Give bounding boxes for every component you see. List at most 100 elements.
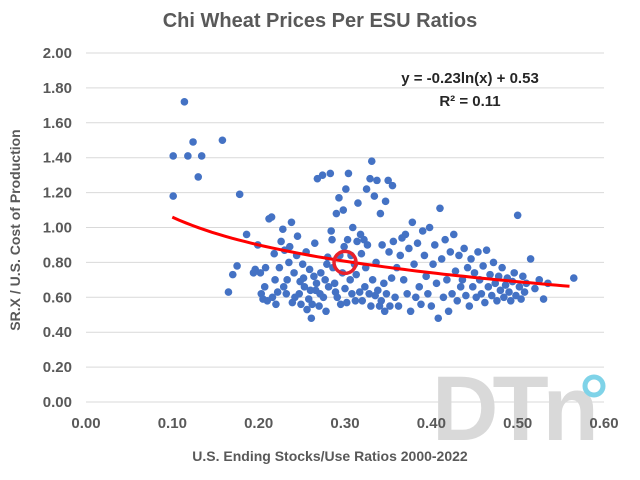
data-point (484, 283, 493, 291)
data-point (270, 249, 279, 258)
data-point (327, 227, 335, 235)
chart-title: Chi Wheat Prices Per ESU Ratios (163, 10, 478, 32)
data-point (405, 244, 413, 253)
y-tick-label: 0.00 (43, 394, 72, 411)
data-point (470, 269, 479, 277)
data-point (333, 293, 342, 302)
data-point (342, 298, 351, 307)
data-point (432, 279, 441, 288)
x-tick-label: 0.20 (244, 415, 273, 432)
data-point (491, 279, 500, 288)
data-point (362, 185, 371, 193)
r-squared-label: R² = 0.11 (439, 93, 500, 110)
data-point (422, 272, 430, 281)
data-point (365, 290, 373, 298)
data-point (468, 283, 477, 291)
data-point (424, 290, 432, 298)
data-point (411, 293, 420, 302)
data-point (267, 213, 276, 221)
data-point (482, 246, 491, 254)
data-point (351, 296, 360, 305)
data-point (501, 281, 510, 289)
data-point (315, 302, 323, 310)
data-point (449, 230, 458, 239)
data-point (279, 283, 288, 291)
data-point (489, 258, 498, 267)
data-point (505, 288, 513, 296)
data-point (455, 251, 463, 260)
data-point (328, 235, 336, 244)
data-point (303, 305, 311, 314)
data-point (500, 293, 508, 302)
data-point (465, 302, 474, 310)
data-point (358, 296, 367, 305)
data-point (361, 283, 369, 291)
data-point (342, 185, 350, 193)
data-point (477, 290, 486, 298)
data-point (430, 241, 439, 249)
data-point (462, 291, 470, 300)
trend-equation: y = -0.23ln(x) + 0.53 (401, 70, 539, 87)
data-point (348, 223, 357, 232)
data-point (295, 290, 304, 298)
data-point (446, 248, 455, 256)
data-point (352, 270, 361, 279)
data-point (506, 296, 515, 305)
data-point (510, 269, 519, 277)
data-point (169, 192, 177, 200)
data-point (479, 262, 487, 270)
data-point (310, 239, 319, 248)
y-tick-label: 1.00 (43, 220, 72, 237)
data-point (463, 263, 472, 272)
data-point (439, 293, 448, 302)
data-point (408, 218, 417, 227)
data-point (517, 295, 525, 303)
data-point (256, 269, 265, 277)
data-point (363, 241, 372, 249)
data-point (539, 295, 548, 303)
data-point (531, 284, 539, 293)
data-point (275, 263, 284, 272)
data-point (323, 260, 331, 268)
data-point (436, 204, 444, 213)
data-point (299, 274, 308, 282)
data-point (341, 284, 349, 293)
data-point (310, 272, 318, 281)
data-point (260, 283, 269, 291)
y-tick-label: 0.20 (43, 359, 72, 376)
data-point (271, 276, 279, 284)
data-point (348, 290, 356, 298)
data-point (456, 283, 465, 291)
y-tick-label: 1.40 (43, 150, 72, 167)
data-point (387, 274, 396, 282)
data-point (391, 293, 399, 302)
data-point (381, 197, 390, 206)
data-point (319, 293, 328, 302)
data-point (224, 288, 233, 296)
data-point (417, 300, 425, 309)
x-tick-label: 0.00 (71, 415, 100, 432)
data-point (388, 181, 397, 190)
data-point (406, 307, 415, 316)
data-point (357, 249, 366, 258)
x-tick-label: 0.40 (417, 415, 446, 432)
data-point (235, 190, 244, 199)
data-point (519, 272, 527, 281)
data-point (339, 206, 348, 214)
data-point (272, 300, 280, 309)
data-point (448, 290, 456, 298)
data-point (346, 276, 354, 284)
trendline (171, 215, 570, 288)
data-point (370, 192, 379, 200)
data-point (324, 283, 333, 291)
gridlines (86, 52, 604, 403)
y-tick-label: 1.80 (43, 80, 72, 97)
data-point (273, 288, 282, 296)
data-point (420, 251, 429, 260)
data-point (380, 307, 389, 316)
data-point (467, 255, 475, 263)
data-point (184, 152, 192, 160)
data-point (384, 176, 392, 185)
data-point (305, 265, 314, 274)
data-point (189, 138, 197, 146)
